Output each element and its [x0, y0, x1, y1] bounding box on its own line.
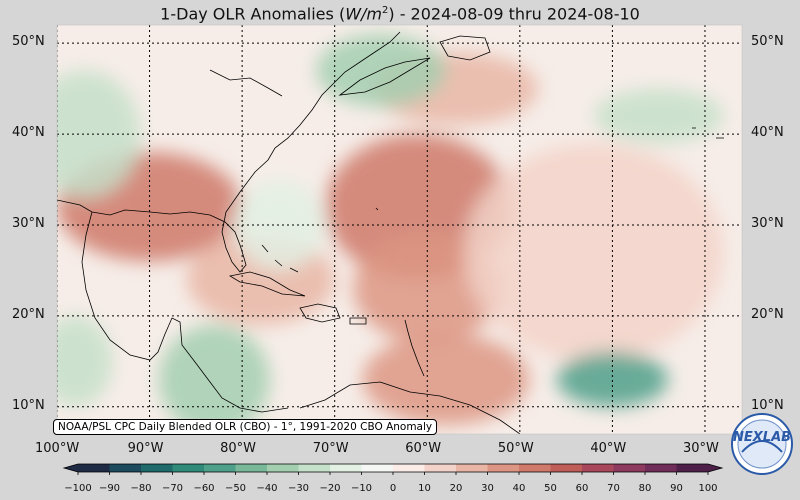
colorbar-tick-label-8: −20 [319, 483, 341, 494]
colorbar-tick-label-1: −90 [98, 483, 121, 494]
anomaly-region-13 [232, 179, 326, 271]
anomaly-region-2 [353, 234, 502, 344]
colorbar-tick-label-19: 90 [670, 483, 683, 494]
colorbar-segment-8 [330, 464, 362, 472]
colorbar-tick-label-12: 20 [449, 483, 463, 494]
colorbar-tick-label-6: −40 [256, 483, 278, 494]
lat-label-right-50: 50°N [751, 34, 784, 50]
colorbar-segment-15 [550, 464, 583, 472]
puerto-rico-coastline [349, 317, 367, 325]
lat-label-left-20: 20°N [12, 306, 45, 322]
lat-label-left-40: 40°N [12, 125, 45, 141]
lon-label-30: 30°W [682, 441, 719, 456]
colorbar-segment-9 [361, 464, 394, 472]
anomaly-region-10 [593, 88, 724, 144]
plot-area [57, 25, 742, 434]
psl-logo-icon [731, 413, 793, 475]
colorbar-segment-2 [141, 464, 173, 472]
colorbar-segment-13 [487, 464, 520, 472]
north-america-coastline [57, 31, 401, 273]
newfoundland-coastline [439, 35, 491, 61]
logo-text: NEXLAB [733, 430, 792, 445]
colorbar-tick-label-3: −70 [161, 483, 184, 494]
colorbar-segment-14 [519, 464, 551, 472]
colorbar-tick-label-7: −30 [287, 483, 310, 494]
cuba-coastline [228, 271, 306, 297]
coastlines [57, 31, 724, 434]
lat-label-left-30: 30°N [12, 215, 45, 231]
lat-label-left-50: 50°N [12, 34, 45, 50]
lat-label-right-40: 40°N [751, 125, 784, 141]
lat-label-right-30: 30°N [751, 215, 784, 231]
lon-label-60: 60°W [405, 441, 442, 456]
azores [692, 127, 724, 139]
lon-label-90: 90°W [127, 441, 164, 456]
colorbar-segment-3 [172, 464, 205, 472]
colorbar-tick-label-10: 0 [389, 483, 397, 494]
colorbar-segment-4 [204, 464, 236, 472]
bermuda [375, 207, 379, 211]
colorbar-max-extend [708, 464, 722, 472]
title-unit-exponent: 2 [381, 5, 389, 16]
title-prefix: 1-Day OLR Anomalies ( [160, 4, 346, 24]
great-lakes-region [209, 69, 283, 97]
colorbar-segment-1 [109, 464, 142, 472]
colorbar-min-extend [64, 464, 78, 472]
lat-label-left-10: 10°N [12, 397, 45, 413]
source-note: NOAA/PSL CPC Daily Blended OLR (CBO) - 1… [53, 419, 438, 435]
colorbar-tick-label-15: 50 [544, 483, 557, 494]
colorbar-tick-label-20: 100 [698, 483, 718, 494]
lon-label-70: 70°W [312, 441, 349, 456]
colorbar-segment-12 [456, 464, 488, 472]
title-suffix: ) - 2024-08-09 thru 2024-08-10 [388, 4, 640, 24]
title-unit: W/m [345, 4, 382, 24]
colorbar-tick-label-18: 80 [638, 483, 652, 494]
colorbar-segment-19 [676, 464, 709, 472]
colorbar-tick-label-4: −60 [193, 483, 215, 494]
anomaly-region-12 [57, 315, 113, 407]
anomaly-region-3 [362, 334, 530, 425]
nova-scotia-coastline [338, 57, 431, 96]
lat-label-right-10: 10°N [751, 397, 784, 413]
map-title: 1-Day OLR Anomalies (W/m2) - 2024-08-09 … [0, 0, 800, 24]
colorbar-tick-label-11: 10 [418, 483, 431, 494]
colorbar-segment-7 [298, 464, 331, 472]
south-america-coastline [299, 381, 521, 434]
colorbar-segment-16 [582, 464, 614, 472]
colorbar-segment-17 [613, 464, 646, 472]
lesser-antilles [404, 319, 425, 377]
colorbar-segment-18 [645, 464, 677, 472]
anomaly-region-9 [316, 34, 446, 107]
colorbar-tick-label-14: 40 [512, 483, 526, 494]
anomaly-region-5 [464, 143, 724, 362]
colorbar-segment-6 [267, 464, 299, 472]
bahamas [261, 244, 299, 273]
colorbar [62, 463, 724, 475]
colorbar-segment-5 [235, 464, 268, 472]
colorbar-tick-label-2: −80 [130, 483, 152, 494]
mexico-coastline [81, 211, 289, 413]
lon-label-50: 50°W [497, 441, 534, 456]
colorbar-tick-label-16: 60 [575, 483, 589, 494]
anomaly-region-8 [158, 324, 270, 434]
colorbar-tick-label-13: 30 [481, 483, 494, 494]
colorbar-segment-11 [424, 464, 457, 472]
lon-label-80: 80°W [220, 441, 257, 456]
lat-label-right-20: 20°N [751, 306, 784, 322]
colorbar-tick-label-17: 70 [607, 483, 620, 494]
colorbar-tick-label-0: −100 [64, 483, 92, 494]
anomaly-region-7 [556, 352, 668, 407]
colorbar-tick-label-9: −10 [350, 483, 373, 494]
colorbar-segment-10 [393, 464, 425, 472]
graticule [57, 25, 742, 434]
colorbar-tick-label-5: −50 [224, 483, 247, 494]
lon-label-100: 100°W [35, 441, 80, 456]
colorbar-segment-0 [78, 464, 110, 472]
hispaniola-coastline [299, 303, 341, 323]
lon-label-40: 40°W [590, 441, 627, 456]
